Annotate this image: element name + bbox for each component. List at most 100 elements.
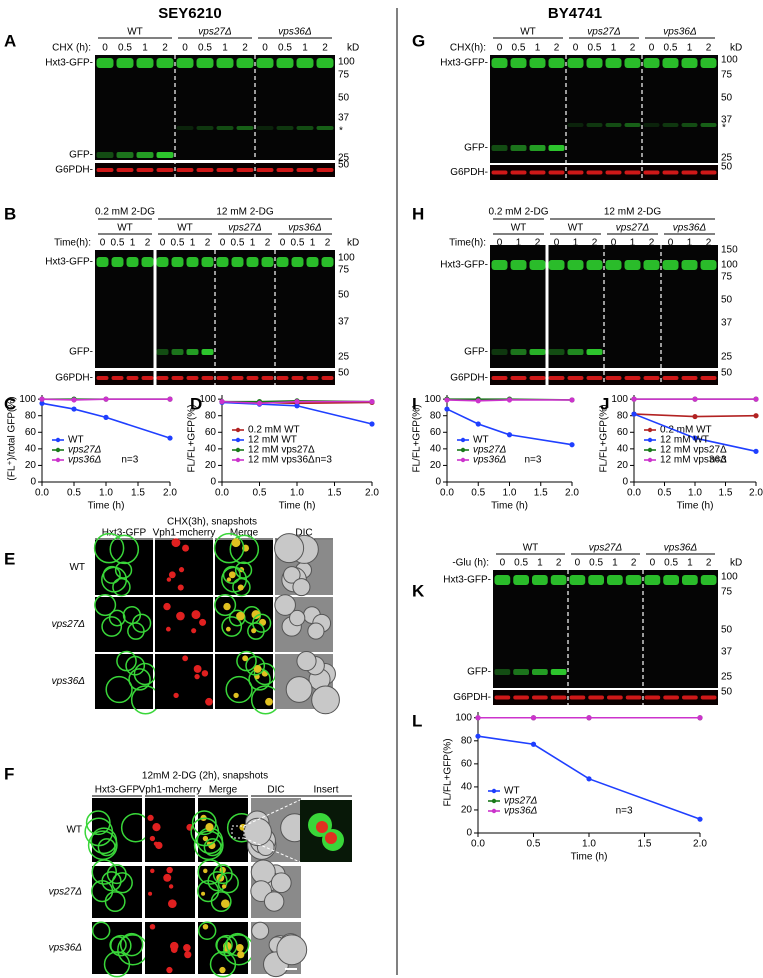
size-marker: 50 xyxy=(338,93,350,104)
dic-cell xyxy=(283,566,301,584)
series-line xyxy=(221,401,373,425)
g6pdh-band xyxy=(276,168,294,172)
gfp-band xyxy=(156,152,174,158)
band-label: G6PDH- xyxy=(450,373,488,384)
time-row-label: CHX (h): xyxy=(52,43,91,54)
gfp-band xyxy=(156,349,169,355)
kd-label: kD xyxy=(347,43,359,54)
y-tick-label: 60 xyxy=(25,427,37,438)
hxt3-band xyxy=(141,257,154,267)
g6pdh-band xyxy=(643,376,660,380)
x-tick-label: 2.0 xyxy=(365,488,379,499)
legend-label: 0.2 mM WT xyxy=(248,425,300,436)
hxt3-band xyxy=(291,257,304,267)
data-point xyxy=(219,399,225,405)
hxt3-band xyxy=(510,58,527,68)
panel-letter: K xyxy=(412,581,425,600)
vacuole xyxy=(202,835,209,842)
band-label: G6PDH- xyxy=(55,165,93,176)
y-axis-label: FL/FL+GFP(%) xyxy=(599,404,610,472)
group-label: vps27Δ xyxy=(587,27,621,38)
vacuole xyxy=(251,610,261,620)
hxt3-band xyxy=(231,257,244,267)
vacuole xyxy=(237,951,245,959)
size-marker: 37 xyxy=(721,115,733,126)
dic-cell xyxy=(251,921,270,940)
group-label: vps36Δ xyxy=(663,27,697,38)
panel-letter: D xyxy=(190,394,202,413)
vacuole xyxy=(163,873,172,882)
hxt3-band xyxy=(625,575,642,585)
time-label: 1 xyxy=(687,43,693,54)
g6pdh-band xyxy=(186,376,199,380)
g6pdh-band xyxy=(529,170,546,175)
kd-label: kD xyxy=(347,238,359,249)
data-point xyxy=(167,396,173,402)
group-label: WT xyxy=(127,27,143,38)
y-tick-label: 60 xyxy=(617,427,629,438)
data-point xyxy=(692,413,698,420)
micrograph-image xyxy=(274,594,333,652)
vacuole xyxy=(194,673,200,680)
group-label: vps36Δ xyxy=(664,543,698,554)
cell-membrane xyxy=(105,675,133,704)
time-label: 2 xyxy=(162,43,168,54)
time-label: 1 xyxy=(535,43,541,54)
vacuole xyxy=(201,670,209,677)
micrograph-image xyxy=(197,921,255,978)
dic-cell xyxy=(296,650,317,672)
band-label: Hxt3-GFP- xyxy=(440,260,488,271)
panel-letter: E xyxy=(4,549,15,568)
dic-cell xyxy=(274,594,296,616)
size-marker: 150 xyxy=(721,245,738,256)
g6pdh-band xyxy=(276,376,289,380)
vacuole xyxy=(225,626,231,632)
hxt3-band xyxy=(316,58,334,68)
vacuole xyxy=(236,944,244,952)
hxt3-band xyxy=(681,58,698,68)
g6pdh-band xyxy=(296,168,314,172)
micrograph-image xyxy=(214,594,273,652)
minor-band xyxy=(662,123,679,127)
time-label: 0.5 xyxy=(231,238,245,249)
micrograph-image xyxy=(94,594,153,652)
time-label: 0 xyxy=(668,238,674,249)
band-label: G6PDH- xyxy=(450,167,488,178)
cell-membrane xyxy=(114,561,133,579)
g6pdh-band xyxy=(321,376,334,380)
y-tick-label: 40 xyxy=(617,443,629,454)
y-tick-label: 20 xyxy=(617,460,629,471)
gfp-band xyxy=(529,145,546,151)
minor-band xyxy=(567,123,584,127)
micrograph-image xyxy=(274,533,333,597)
vacuole xyxy=(205,822,214,832)
g6pdh-band xyxy=(662,170,679,175)
time-label: 2 xyxy=(706,558,712,569)
vacuole xyxy=(237,584,244,591)
gfp-band xyxy=(96,152,114,158)
cell-membrane xyxy=(84,817,114,847)
time-label: 2 xyxy=(242,43,248,54)
group-label: vps27Δ xyxy=(198,27,232,38)
data-point xyxy=(475,398,481,404)
time-label: 1 xyxy=(630,238,636,249)
blot-image xyxy=(490,55,718,163)
strain-label: vps36Δ xyxy=(52,676,86,687)
g6pdh-band xyxy=(605,170,622,175)
time-label: 0.5 xyxy=(278,43,292,54)
vacuole xyxy=(166,577,172,582)
hxt3-band xyxy=(216,257,229,267)
cell-membrane xyxy=(225,675,253,704)
band-label: GFP- xyxy=(464,143,488,154)
gfp-band xyxy=(532,669,548,675)
cell-membrane xyxy=(190,817,220,847)
data-point xyxy=(103,396,109,402)
time-label: 2 xyxy=(592,238,598,249)
g6pdh-band xyxy=(231,376,244,380)
hxt3-band xyxy=(186,257,199,267)
legend-marker xyxy=(647,457,653,463)
time-label: 2 xyxy=(322,43,328,54)
annotation: n=3 xyxy=(710,455,727,466)
cell-membrane xyxy=(91,859,117,885)
time-label: 0.5 xyxy=(664,558,678,569)
